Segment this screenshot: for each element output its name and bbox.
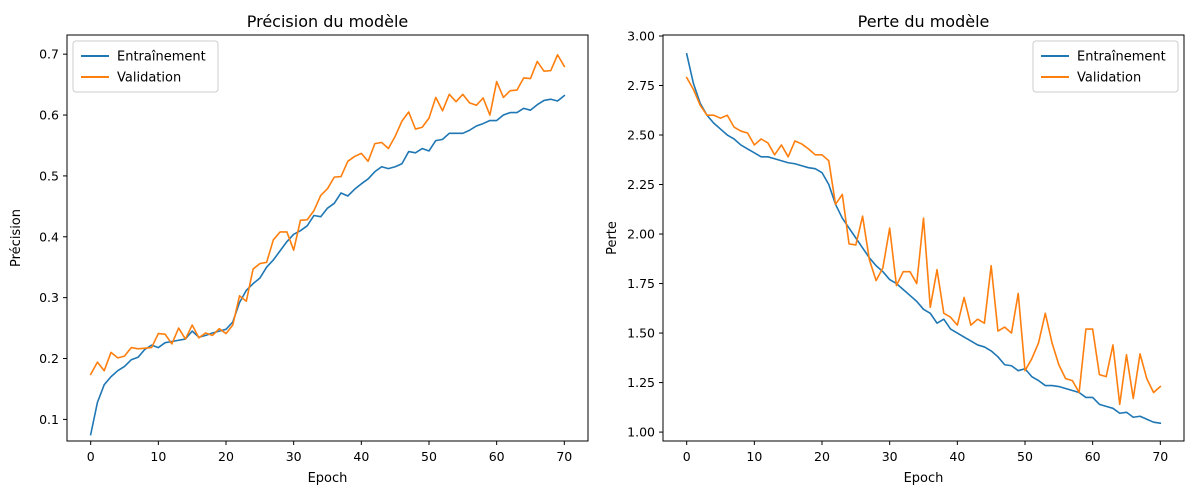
x-tick-label: 10: [746, 449, 762, 464]
y-tick-label: 0.2: [39, 351, 59, 366]
x-tick-label: 30: [882, 449, 898, 464]
x-axis-label: Epoch: [904, 471, 944, 486]
series-line-entrainement: [685, 52, 1162, 425]
axes-frame: [662, 34, 1185, 442]
y-tick-label: 1.75: [627, 276, 655, 291]
x-tick-label: 0: [683, 449, 691, 464]
y-tick-label: 0.1: [39, 412, 59, 427]
y-tick-label: 1.25: [627, 375, 655, 390]
y-tick-label: 2.75: [627, 78, 655, 93]
chart-title: Perte du modèle: [858, 12, 990, 31]
loss-chart: Perte du modèle 0 10 20 30 40 50 60 70 1.00 1.25 1…: [605, 12, 1185, 486]
y-tick-label: 0.5: [39, 168, 59, 183]
y-tick-label: 1.50: [627, 326, 655, 341]
accuracy-chart: Précision du modèle 0 10 20 30 40 50 60 70 0.1 0.…: [9, 12, 589, 486]
y-tick-label: 0.3: [39, 290, 59, 305]
y-tick-label: 3.00: [627, 28, 655, 43]
series-line-validation: [89, 53, 566, 376]
chart-title: Précision du modèle: [247, 12, 409, 31]
x-tick-label: 10: [150, 449, 166, 464]
x-tick-label: 20: [814, 449, 830, 464]
x-tick-label: 50: [1017, 449, 1033, 464]
plot-area: 0 10 20 30 40 50 60 70 1.00 1.25 1.50 1.75 2.00 2.25 2…: [627, 28, 1185, 464]
x-tick-label: 70: [1152, 449, 1168, 464]
series-line-validation: [685, 76, 1162, 406]
series-line-entrainement: [89, 94, 566, 436]
plot-area: 0 10 20 30 40 50 60 70 0.1 0.2 0.3 0.4 0.5 0.6 0.7: [39, 34, 589, 464]
x-tick-label: 60: [1085, 449, 1101, 464]
y-tick-label: 0.6: [39, 108, 59, 123]
legend-label-validation: Validation: [117, 71, 181, 86]
y-axis-label: Perte: [605, 221, 620, 255]
legend: Entraînement Validation: [1032, 40, 1179, 93]
x-axis-label: Epoch: [308, 471, 348, 486]
legend: Entraînement Validation: [72, 40, 219, 93]
legend-label-entrainement: Entraînement: [117, 50, 206, 65]
legend-label-validation: Validation: [1077, 71, 1141, 86]
x-tick-label: 0: [87, 449, 95, 464]
axes-frame: [66, 34, 589, 442]
y-tick-label: 2.50: [627, 128, 655, 143]
legend-box: [1032, 40, 1179, 93]
x-tick-label: 50: [421, 449, 437, 464]
x-tick-label: 30: [286, 449, 302, 464]
legend-box: [72, 40, 219, 93]
y-tick-label: 2.00: [627, 227, 655, 242]
y-tick-label: 1.00: [627, 425, 655, 440]
y-tick-label: 0.7: [39, 47, 59, 62]
x-tick-label: 60: [489, 449, 505, 464]
x-tick-label: 40: [949, 449, 965, 464]
x-tick-label: 70: [556, 449, 572, 464]
legend-label-entrainement: Entraînement: [1077, 50, 1166, 65]
x-tick-label: 40: [353, 449, 369, 464]
y-axis-label: Précision: [9, 209, 24, 267]
x-tick-label: 20: [218, 449, 234, 464]
y-tick-label: 2.25: [627, 177, 655, 192]
y-tick-label: 0.4: [39, 229, 59, 244]
